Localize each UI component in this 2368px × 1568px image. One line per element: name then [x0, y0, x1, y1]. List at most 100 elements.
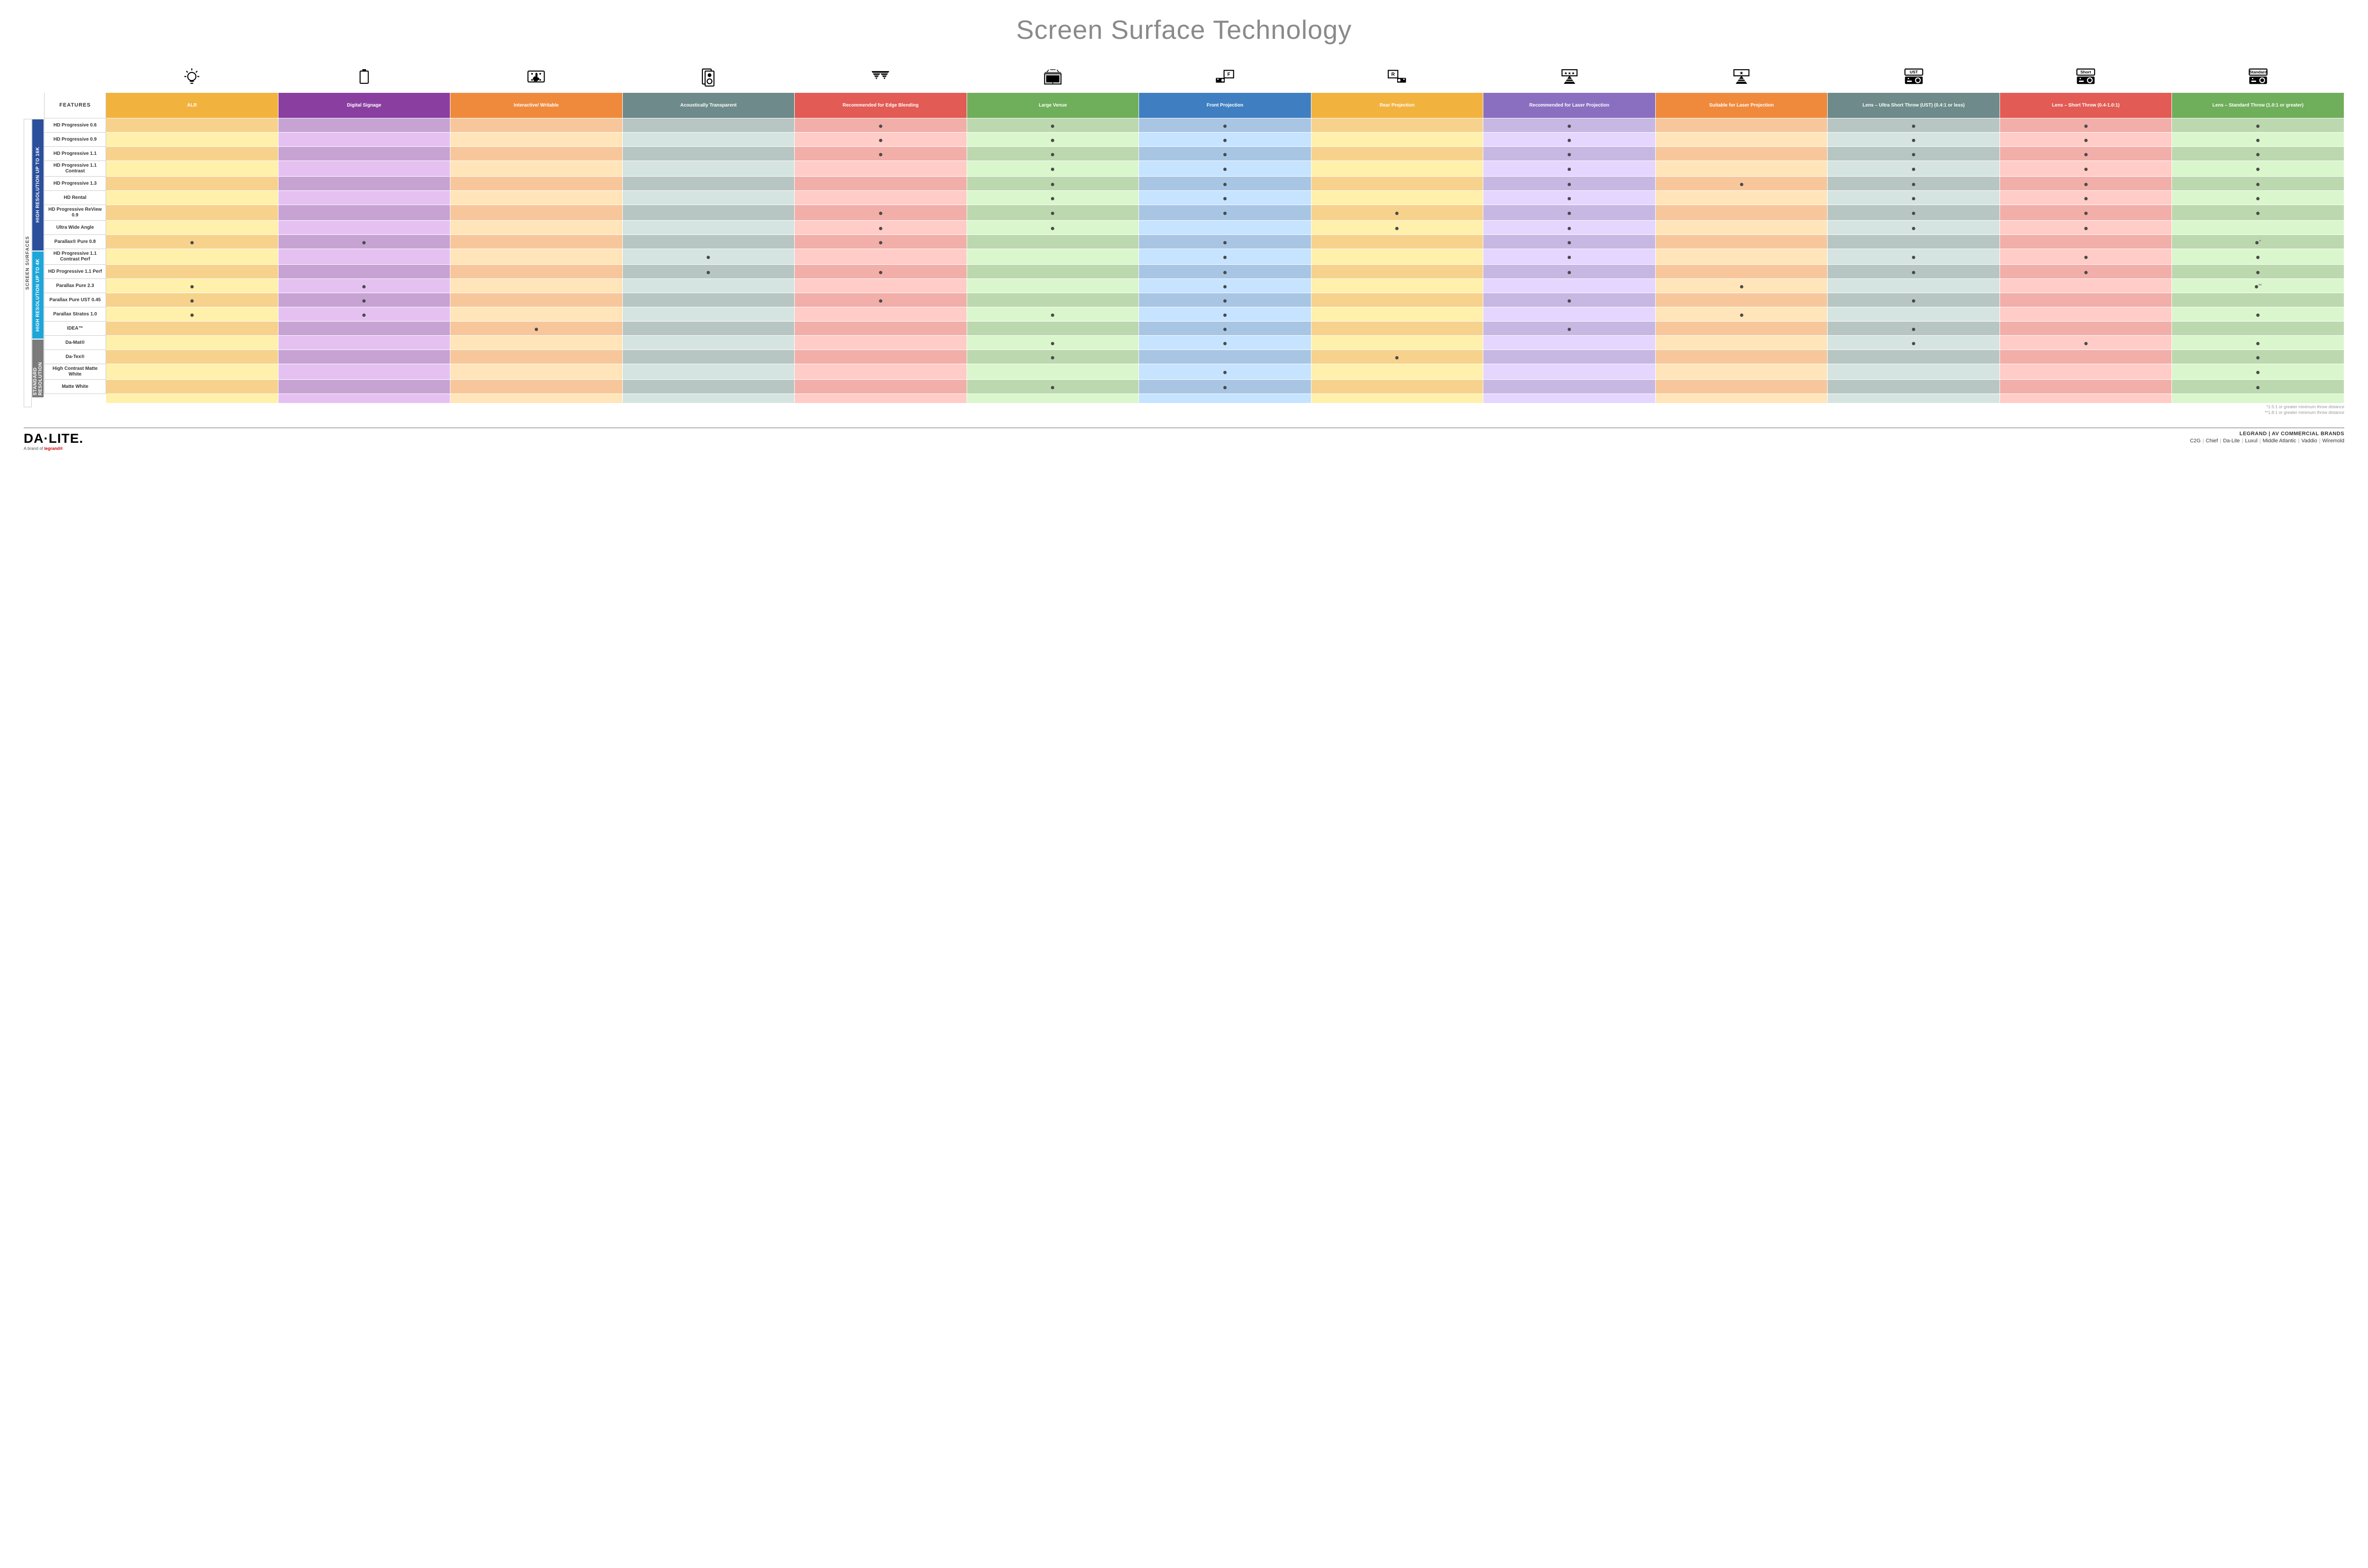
table-row: HD Progressive 0.6	[45, 118, 2344, 133]
speaker-icon	[622, 60, 795, 93]
svg-text:★★★: ★★★	[1564, 71, 1575, 75]
cell-front	[1139, 118, 1311, 133]
cell-large	[967, 322, 1139, 336]
cell-short	[2000, 221, 2172, 235]
cell-large	[967, 293, 1139, 307]
cell-short	[2000, 293, 2172, 307]
cell-front	[1139, 350, 1311, 364]
table-row: HD Progressive 1.1 Contrast Perf	[45, 249, 2344, 265]
footnote-1: *1.5:1 or greater minimum throw distance	[44, 404, 2344, 410]
bulb-icon	[106, 60, 278, 93]
cell-rear	[1311, 380, 1483, 394]
cell-rear	[1311, 322, 1483, 336]
group-label-std: STANDARD RESOLUTION	[32, 339, 44, 398]
svg-text:R: R	[1391, 72, 1395, 77]
row-label: HD Rental	[45, 191, 106, 205]
cell-acoustic	[622, 293, 795, 307]
col-header-large: Large Venue	[967, 93, 1139, 118]
comparison-table: F R ★★★ ★ UST Short Standard FEATURESALR…	[44, 59, 2344, 403]
table-row: HD Progressive 1.1 Contrast	[45, 161, 2344, 177]
col-header-short: Lens – Short Throw (0.4-1.0:1)	[2000, 93, 2172, 118]
cell-rear	[1311, 147, 1483, 161]
table-row: Parallax Pure 2.3**	[45, 279, 2344, 293]
cell-suitlaser	[1655, 279, 1828, 293]
cell-reclaser	[1483, 205, 1656, 221]
laser-suit-icon: ★	[1655, 60, 1828, 93]
cell-short	[2000, 205, 2172, 221]
icon-row: F R ★★★ ★ UST Short Standard	[45, 60, 2344, 93]
cell-digital	[278, 191, 450, 205]
cell-suitlaser	[1655, 265, 1828, 279]
cell-ust	[1828, 221, 2000, 235]
cell-edge	[795, 279, 967, 293]
cell-std: **	[2172, 279, 2344, 293]
table-row: HD Progressive 0.9	[45, 133, 2344, 147]
row-label: HD Progressive 1.3	[45, 177, 106, 191]
cell-suitlaser	[1655, 364, 1828, 380]
rear-icon: R	[1311, 60, 1483, 93]
footer-brand-list: C2G|Chief|Da-Lite|Luxul|Middle Atlantic|…	[2190, 438, 2344, 444]
cell-interact	[450, 364, 623, 380]
cell-edge	[795, 322, 967, 336]
cell-large	[967, 279, 1139, 293]
cell-reclaser	[1483, 191, 1656, 205]
cell-rear	[1311, 205, 1483, 221]
cell-reclaser	[1483, 147, 1656, 161]
table-row: Parallax Stratos 1.0	[45, 307, 2344, 322]
cell-reclaser	[1483, 336, 1656, 350]
table-row: Da-Tex®	[45, 350, 2344, 364]
cell-rear	[1311, 161, 1483, 177]
laser-rec-icon: ★★★	[1483, 60, 1656, 93]
cell-alr	[106, 161, 278, 177]
cell-rear	[1311, 133, 1483, 147]
cell-alr	[106, 221, 278, 235]
cell-edge	[795, 293, 967, 307]
cell-ust	[1828, 191, 2000, 205]
row-label: Parallax Pure UST 0.45	[45, 293, 106, 307]
cell-ust	[1828, 177, 2000, 191]
cell-front	[1139, 265, 1311, 279]
cell-reclaser	[1483, 279, 1656, 293]
cell-short	[2000, 307, 2172, 322]
cell-short	[2000, 177, 2172, 191]
cell-suitlaser	[1655, 177, 1828, 191]
page-footer: DA·LITE. A brand of legrand® LEGRAND | A…	[24, 428, 2344, 451]
cell-large	[967, 191, 1139, 205]
cell-interact	[450, 336, 623, 350]
col-header-std: Lens – Standard Throw (1.0:1 or greater)	[2172, 93, 2344, 118]
cell-interact	[450, 279, 623, 293]
footer-brand-item: Vaddio	[2301, 438, 2317, 444]
cell-rear	[1311, 265, 1483, 279]
table-area: F R ★★★ ★ UST Short Standard FEATURESALR…	[44, 59, 2344, 415]
cell-ust	[1828, 161, 2000, 177]
cell-digital	[278, 307, 450, 322]
cell-front	[1139, 133, 1311, 147]
cell-edge	[795, 380, 967, 394]
cell-large	[967, 265, 1139, 279]
cell-short	[2000, 336, 2172, 350]
cell-suitlaser	[1655, 161, 1828, 177]
cell-edge	[795, 147, 967, 161]
footer-brand-item: Da-Lite	[2223, 438, 2240, 444]
footer-brand-item: Wiremold	[2323, 438, 2344, 444]
cell-acoustic	[622, 322, 795, 336]
cell-rear	[1311, 191, 1483, 205]
cell-rear	[1311, 293, 1483, 307]
cell-interact	[450, 265, 623, 279]
cell-front	[1139, 249, 1311, 265]
table-row: HD Progressive 1.1 Perf	[45, 265, 2344, 279]
footer-right: LEGRAND | AV COMMERCIAL BRANDS C2G|Chief…	[2190, 431, 2344, 444]
proj-short-icon: Short	[2000, 60, 2172, 93]
cell-acoustic	[622, 307, 795, 322]
cell-suitlaser	[1655, 205, 1828, 221]
cell-large	[967, 133, 1139, 147]
cell-std	[2172, 118, 2344, 133]
row-label: HD Progressive ReView 0.9	[45, 205, 106, 221]
cell-digital	[278, 147, 450, 161]
cell-acoustic	[622, 161, 795, 177]
cell-edge	[795, 336, 967, 350]
cell-std	[2172, 177, 2344, 191]
footer-brand-item: Chief	[2206, 438, 2218, 444]
column-headers: FEATURESALRDigital SignageInteractive/ W…	[45, 93, 2344, 118]
table-row: HD Progressive 1.1	[45, 147, 2344, 161]
